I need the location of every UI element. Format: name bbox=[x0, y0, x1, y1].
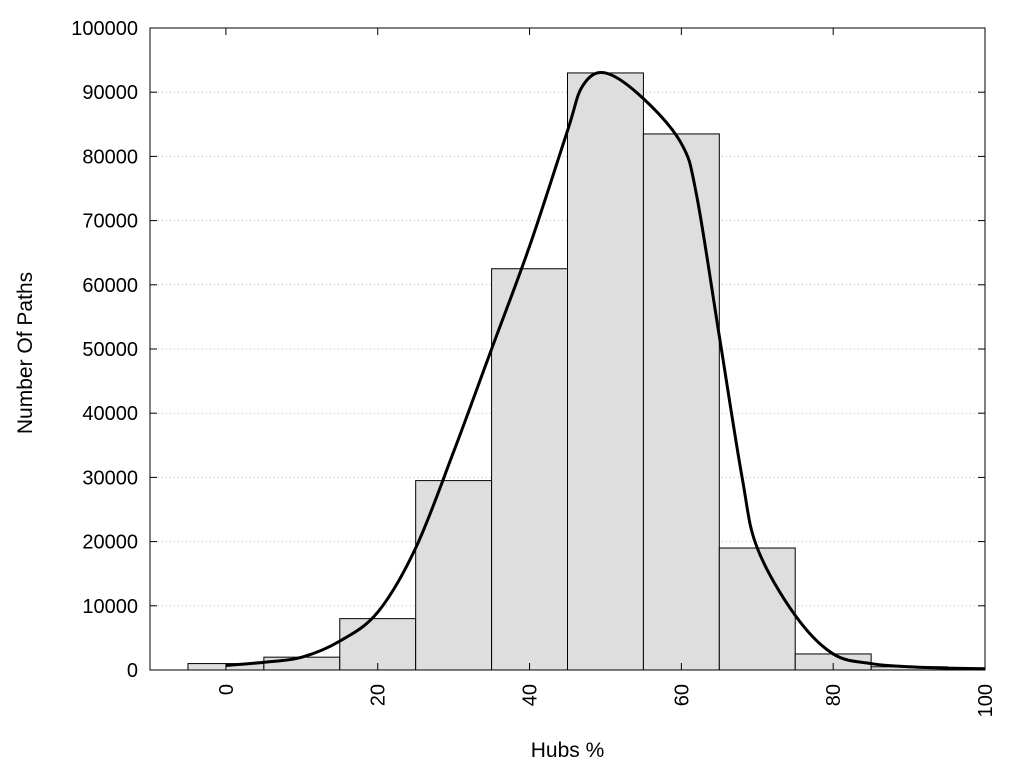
y-tick-label: 20000 bbox=[82, 532, 138, 554]
y-tick-label: 0 bbox=[127, 660, 138, 682]
y-tick-label: 30000 bbox=[82, 467, 138, 489]
x-tick-label: 80 bbox=[823, 684, 845, 706]
x-tick-label: 60 bbox=[671, 684, 693, 706]
y-tick-label: 70000 bbox=[82, 211, 138, 233]
y-tick-label: 40000 bbox=[82, 403, 138, 425]
histogram-bar bbox=[718, 547, 796, 671]
histogram-bar bbox=[567, 72, 644, 671]
x-axis-ticks: 0 20 40 60 80 100 bbox=[216, 28, 997, 717]
y-tick-label: 60000 bbox=[82, 275, 138, 297]
y-axis-label: Number Of Paths bbox=[14, 272, 37, 434]
fit-curve-line bbox=[225, 70, 986, 671]
histogram-bar bbox=[491, 268, 568, 671]
bars bbox=[187, 72, 948, 671]
y-tick-label: 10000 bbox=[82, 596, 138, 618]
x-tick-label: 20 bbox=[368, 684, 390, 706]
y-tick-label: 100000 bbox=[71, 18, 138, 40]
fit-curve bbox=[225, 70, 986, 671]
histogram-bar bbox=[263, 656, 341, 671]
x-tick-label: 40 bbox=[520, 684, 542, 706]
y-axis-ticks: 0 10000 20000 30000 40000 50000 60000 70000 8000… bbox=[71, 18, 985, 682]
y-tick-label: 50000 bbox=[82, 339, 138, 361]
y-tick-label: 90000 bbox=[82, 82, 138, 104]
x-tick-label: 0 bbox=[216, 684, 238, 695]
x-axis-label: Hubs % bbox=[531, 739, 605, 762]
x-tick-label: 100 bbox=[975, 684, 997, 717]
y-tick-label: 80000 bbox=[82, 146, 138, 168]
histogram-bar bbox=[415, 480, 493, 671]
histogram-bar bbox=[642, 133, 720, 671]
histogram-bar bbox=[339, 618, 417, 671]
